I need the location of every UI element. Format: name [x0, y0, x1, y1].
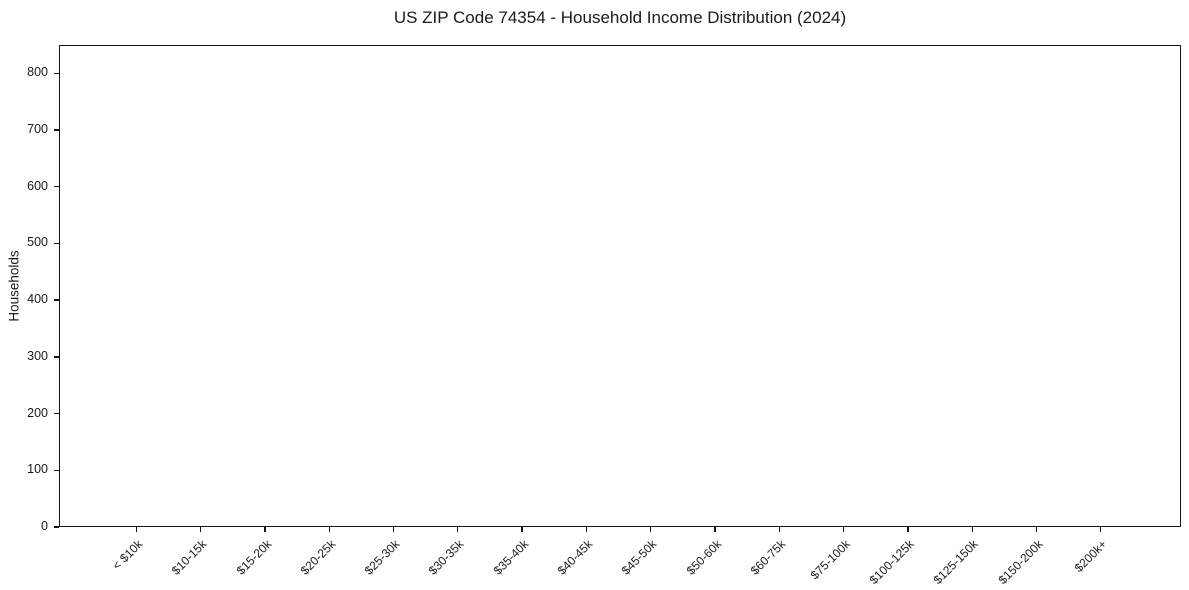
x-tick-14 — [971, 527, 973, 532]
x-tick-label: $20-25k — [297, 537, 339, 578]
x-tick-label: $10-15k — [168, 537, 210, 578]
y-tick-500 — [54, 242, 59, 245]
x-tick-label: $75-100k — [807, 537, 853, 583]
x-tick-label: $30-35k — [426, 537, 467, 578]
y-axis-label: Households — [6, 250, 22, 322]
x-tick-15 — [1035, 527, 1038, 532]
x-tick-label: $40-45k — [554, 537, 596, 578]
x-tick-label: $35-40k — [490, 537, 532, 578]
x-tick-label: $50-60k — [683, 537, 724, 578]
y-tick-label: 500 — [27, 235, 48, 250]
y-tick-200 — [54, 412, 59, 415]
x-tick-label: $45-50k — [619, 537, 660, 578]
x-tick-11 — [778, 527, 780, 532]
y-tick-400 — [54, 299, 59, 301]
x-tick-5 — [392, 527, 395, 532]
y-tick-label: 400 — [27, 292, 48, 307]
plot-area — [59, 45, 1181, 527]
y-tick-600 — [54, 186, 59, 188]
x-tick-12 — [842, 527, 845, 532]
y-tick-label: 600 — [27, 178, 48, 193]
x-tick-label: $25-30k — [361, 537, 403, 578]
x-tick-label: $200k+ — [1071, 537, 1110, 575]
x-tick-3 — [264, 527, 266, 532]
y-tick-label: 100 — [27, 462, 48, 477]
y-tick-label: 300 — [27, 348, 48, 363]
x-tick-4 — [328, 527, 330, 532]
y-tick-700 — [54, 129, 59, 131]
x-tick-label: $60-75k — [747, 537, 789, 578]
chart-title: US ZIP Code 74354 - Household Income Dis… — [393, 8, 847, 27]
y-tick-label: 200 — [27, 405, 48, 420]
x-tick-2 — [199, 527, 202, 532]
x-tick-13 — [907, 527, 909, 532]
x-tick-1 — [135, 527, 137, 532]
y-tick-label: 0 — [41, 519, 48, 533]
x-tick-9 — [650, 527, 652, 532]
x-tick-label: $100-125k — [866, 537, 917, 588]
x-tick-8 — [585, 527, 588, 532]
x-tick-16 — [1100, 527, 1102, 532]
x-tick-6 — [457, 527, 459, 532]
y-tick-label: 700 — [27, 122, 48, 137]
x-tick-7 — [521, 527, 523, 532]
x-tick-10 — [714, 527, 716, 532]
y-tick-100 — [54, 469, 59, 471]
y-tick-300 — [54, 356, 59, 358]
y-tick-800 — [54, 72, 59, 75]
x-tick-label: $150-200k — [995, 537, 1046, 588]
x-tick-label: $15-20k — [233, 537, 274, 578]
x-tick-label: $125-150k — [931, 537, 982, 588]
y-tick-label: 800 — [27, 65, 48, 80]
x-tick-label: < $10k — [109, 537, 146, 573]
y-tick-0 — [54, 526, 59, 528]
